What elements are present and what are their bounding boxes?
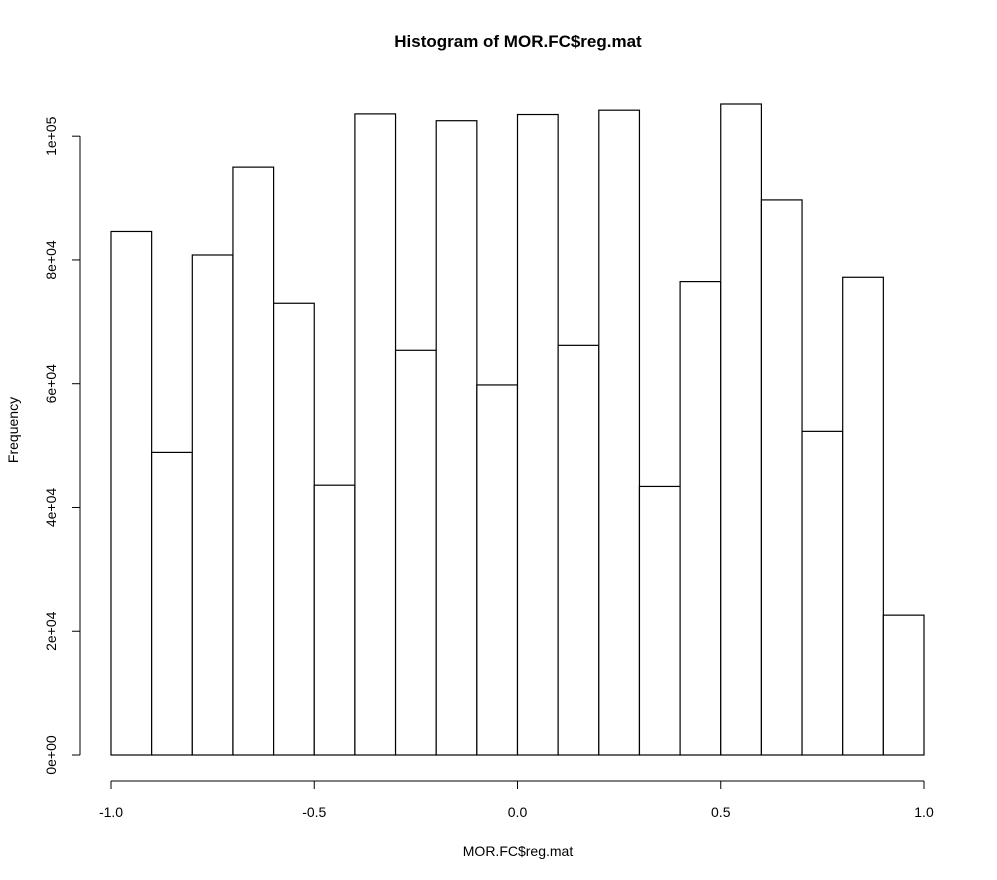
x-axis: -1.0 -0.5 0.0 0.5 1.0: [99, 780, 934, 820]
x-tick-label: 0.5: [711, 804, 731, 820]
bars-group: [110, 103, 925, 756]
histogram-bar: [232, 166, 275, 756]
x-tick-label: -1.0: [99, 804, 123, 820]
y-tick-label: 2e+04: [43, 611, 59, 651]
histogram-bar: [151, 451, 193, 756]
histogram-bar: [191, 254, 234, 756]
histogram-bar: [273, 302, 315, 756]
histogram-bar: [476, 384, 519, 756]
histogram-bar: [638, 485, 681, 756]
histogram-bar: [435, 120, 478, 756]
x-axis-label: MOR.FC$reg.mat: [463, 843, 574, 859]
y-axis: 0e+00 2e+04 4e+04 6e+04 8e+04 1e+05: [43, 116, 81, 775]
histogram-bar: [110, 230, 153, 756]
y-tick-label: 4e+04: [43, 488, 59, 528]
histogram-bar: [720, 103, 763, 756]
histogram-bar: [598, 109, 641, 756]
y-tick-label: 1e+05: [43, 116, 59, 156]
x-tick-label: 1.0: [914, 804, 934, 820]
x-tick-label: -0.5: [302, 804, 326, 820]
histogram-bar: [882, 614, 925, 756]
x-tick-label: 0.0: [508, 804, 528, 820]
histogram-bar: [557, 344, 600, 756]
histogram-bar: [842, 276, 884, 756]
y-tick-label: 0e+00: [43, 735, 59, 775]
histogram-bar: [394, 349, 437, 756]
histogram-bar: [679, 281, 722, 756]
histogram-bar: [354, 113, 397, 756]
histogram-bar: [801, 430, 844, 756]
y-tick-label: 6e+04: [43, 364, 59, 404]
histogram-bar: [313, 484, 356, 756]
y-axis-label: Frequency: [5, 397, 21, 463]
chart-title: Histogram of MOR.FC$reg.mat: [394, 32, 642, 51]
y-tick-label: 8e+04: [43, 240, 59, 280]
histogram-bar: [516, 113, 559, 756]
histogram-bar: [760, 199, 803, 756]
